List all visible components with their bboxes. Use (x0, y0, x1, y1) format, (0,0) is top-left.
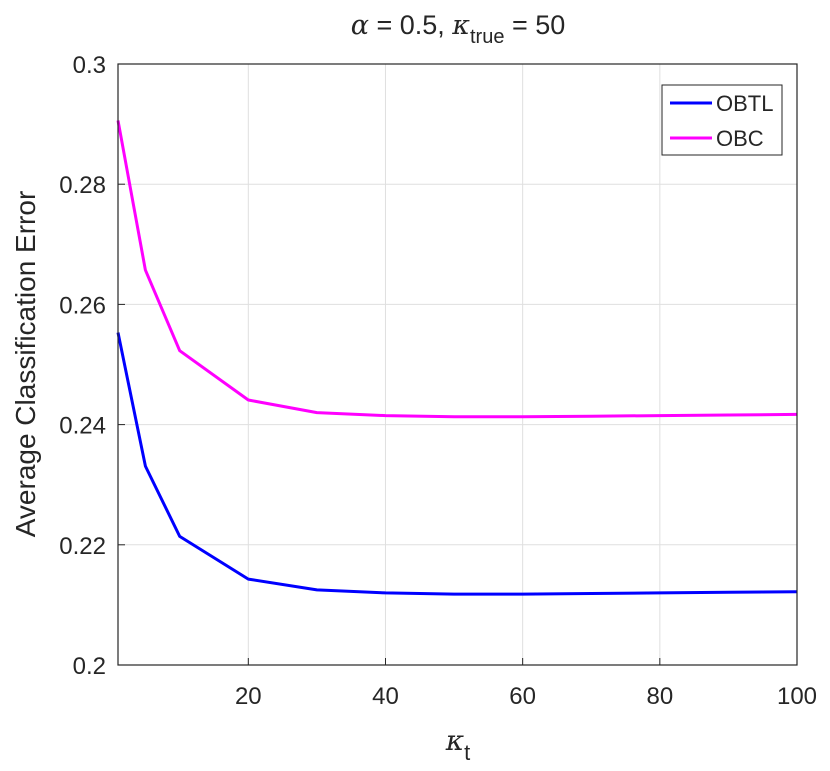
title-alpha-symbol: α (351, 10, 369, 41)
legend-label-obtl: OBTL (716, 91, 773, 116)
x-tick-label: 100 (777, 683, 817, 710)
x-ticks: 20 40 60 80 100 (235, 658, 817, 710)
y-tick-label: 0.22 (59, 533, 106, 560)
x-axis-label: κt (445, 724, 471, 765)
axes-box (117, 63, 798, 666)
x-label-subscript: t (464, 740, 470, 765)
y-tick-label: 0.28 (59, 172, 106, 199)
series-line-obc (116, 120, 798, 419)
title-alpha-value: = 0.5, (369, 10, 452, 40)
y-axis-label: Average Classification Error (10, 191, 41, 538)
x-tick-label: 60 (509, 683, 536, 710)
chart-title: α = 0.5, κtrue = 50 (351, 10, 566, 48)
title-kappa-subscript: true (470, 26, 504, 48)
title-kappa-value: = 50 (504, 10, 565, 40)
legend-box (661, 84, 783, 156)
x-label-kappa-symbol: κ (445, 724, 464, 757)
y-tick-label: 0.2 (73, 653, 106, 680)
legend: OBTL OBC (661, 84, 783, 156)
x-tick-label: 40 (372, 683, 399, 710)
series-line-obtl (116, 332, 798, 596)
x-tick-label: 20 (235, 683, 262, 710)
x-tick-label: 80 (646, 683, 673, 710)
y-tick-label: 0.3 (73, 52, 106, 79)
plot-area (118, 64, 797, 665)
y-ticks: 0.2 0.22 0.24 0.26 0.28 0.3 (59, 52, 125, 680)
title-kappa-symbol: κ (451, 10, 470, 41)
y-tick-label: 0.24 (59, 413, 106, 440)
y-tick-label: 0.26 (59, 292, 106, 319)
legend-label-obc: OBC (716, 126, 764, 151)
series-lines (116, 120, 798, 596)
